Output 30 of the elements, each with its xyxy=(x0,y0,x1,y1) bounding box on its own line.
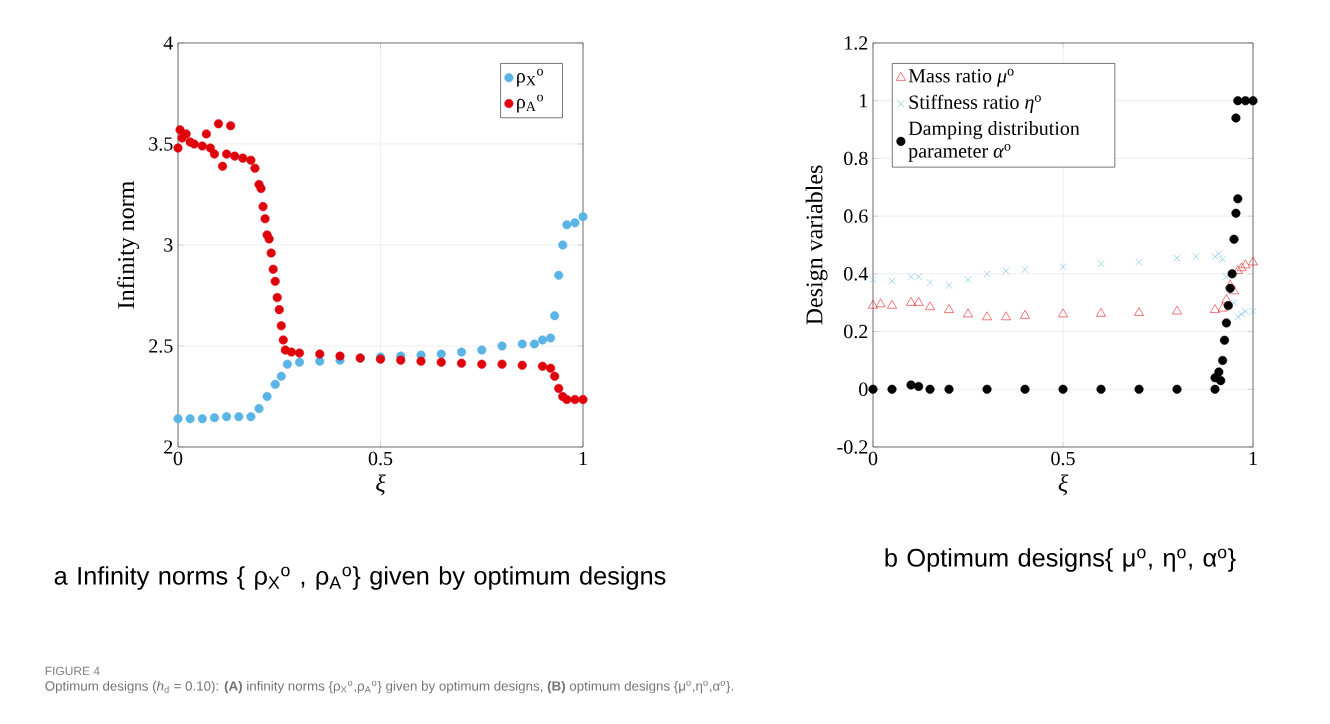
x-axis-title: ξ xyxy=(376,474,386,496)
legend-label: ρ$_{X}$o xyxy=(517,68,544,87)
legend-label: ρ$_{A}$o xyxy=(517,94,544,113)
text: b Optimum designs{ μ$^{o}$, η$^{o}$, α$^{o}$} xyxy=(885,548,1236,572)
y-axis-title: Design variables xyxy=(805,165,828,325)
y-tick-label: 2 xyxy=(164,440,173,454)
y-tick-label: 0 xyxy=(859,382,868,397)
y-axis-title: Infinity norm xyxy=(117,181,140,309)
y-tick-label: -0.2 xyxy=(837,440,868,454)
legend-label: Damping distribution parameter α$^{o}$ xyxy=(908,121,1080,162)
text: a Infinity norms { ρ$_{X}$$^{o}$ , ρ$_{A}$$^{o}$} given by optimum designs xyxy=(54,566,666,590)
y-tick-label: 2.5 xyxy=(149,339,173,353)
y-tick-label: 3.5 xyxy=(149,137,173,151)
x-tick-label: 0.5 xyxy=(1051,451,1075,466)
x-tick-label: 1 xyxy=(579,451,587,465)
y-tick-label: 0.4 xyxy=(844,267,868,281)
x-tick-label: 1 xyxy=(1249,451,1257,465)
y-tick-label: 1 xyxy=(860,94,868,108)
y-tick-label: 3 xyxy=(164,238,173,252)
y-tick-label: 4 xyxy=(163,36,173,50)
legend-label: Stiffness ratio η$^{o}$ xyxy=(909,94,1041,113)
caption: FIGURE 4 xyxy=(45,666,100,676)
y-tick-label: 0.8 xyxy=(844,151,868,166)
x-tick-label: 0.5 xyxy=(368,451,393,466)
y-tick-label: 1.2 xyxy=(845,36,868,50)
x-axis-title: ξ xyxy=(1058,474,1069,496)
y-tick-label: 0.2 xyxy=(844,324,868,339)
y-tick-label: 0.6 xyxy=(844,209,868,223)
legend-label: Mass ratio μ$^{o}$ xyxy=(908,68,1014,87)
text: Optimum designs (h$_{d}$ = 0.10): (A) infinity norms {ρ$_{X}$$^{o}$,ρ$_{A}$$^{o}$} given by optimum designs, (B) optimum designs {μ$^{o}$,η$^{o}$,α$^{o}$}. xyxy=(45,680,733,694)
